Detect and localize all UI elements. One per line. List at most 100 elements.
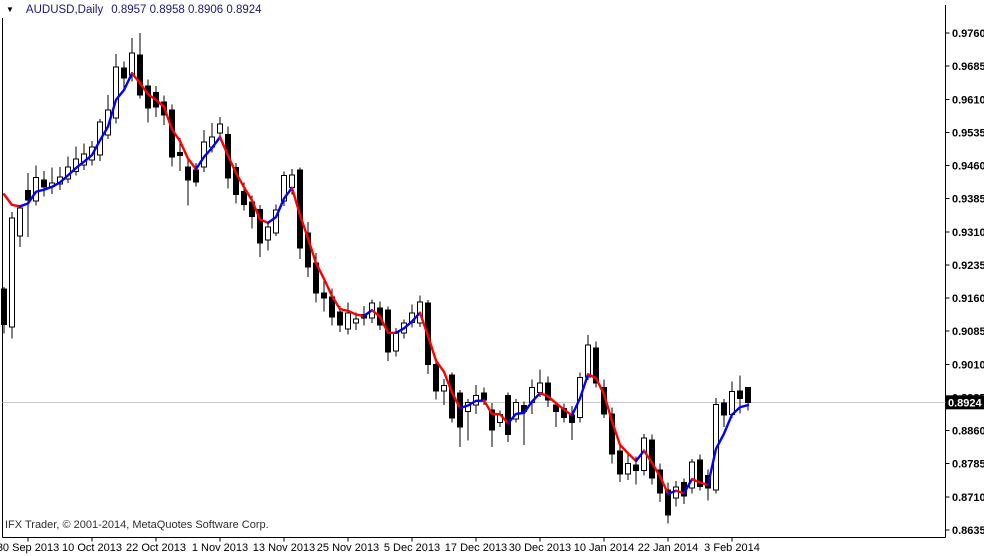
time-axis-label: 30 Dec 2013 bbox=[509, 542, 571, 554]
moving-average-line bbox=[634, 449, 646, 463]
candle-body-bull[interactable] bbox=[537, 382, 543, 394]
candle-body-bear[interactable] bbox=[193, 169, 199, 183]
time-axis-label: 5 Dec 2013 bbox=[384, 542, 440, 554]
candle-body-bear[interactable] bbox=[1, 288, 7, 326]
chart-dropdown-arrow-icon[interactable]: ▼ bbox=[6, 5, 14, 14]
candle-body-bear[interactable] bbox=[489, 409, 495, 431]
moving-average-line bbox=[586, 373, 638, 463]
candle-body-bull[interactable] bbox=[9, 217, 15, 328]
candle-body-bear[interactable] bbox=[241, 191, 247, 205]
candle-body-bear[interactable] bbox=[617, 450, 623, 475]
candle-body-bull[interactable] bbox=[217, 123, 223, 134]
time-axis-label: 3 Feb 2014 bbox=[704, 542, 760, 554]
candle-body-bear[interactable] bbox=[145, 85, 151, 109]
price-axis-label: 0.9685 bbox=[952, 61, 984, 73]
candle-body-bear[interactable] bbox=[337, 311, 343, 326]
candle-body-bear[interactable] bbox=[633, 464, 639, 471]
candle-body-bull[interactable] bbox=[393, 332, 399, 352]
candle-body-bull[interactable] bbox=[345, 312, 351, 330]
candle-body-bear[interactable] bbox=[305, 232, 311, 268]
candle-body-bear[interactable] bbox=[609, 413, 615, 455]
candle-body-bear[interactable] bbox=[721, 402, 727, 416]
candle-body-bull[interactable] bbox=[129, 52, 135, 76]
moving-average-line bbox=[130, 72, 198, 171]
time-axis-label: 22 Jan 2014 bbox=[638, 542, 699, 554]
moving-average-line bbox=[18, 72, 134, 208]
candle-body-bear[interactable] bbox=[457, 392, 463, 428]
candle-body-bull[interactable] bbox=[689, 461, 695, 489]
moving-average-line bbox=[418, 311, 462, 410]
moving-average-line bbox=[674, 489, 686, 495]
time-axis-label: 25 Nov 2013 bbox=[317, 542, 379, 554]
price-axis-label: 0.9385 bbox=[952, 194, 984, 206]
candle-body-bull[interactable] bbox=[513, 401, 519, 420]
moving-average-line bbox=[458, 399, 486, 410]
candle-body-bear[interactable] bbox=[665, 489, 671, 516]
candle-body-bull[interactable] bbox=[289, 174, 295, 189]
price-axis-label: 0.8635 bbox=[952, 525, 984, 537]
moving-average-line bbox=[690, 477, 710, 487]
moving-average-line bbox=[362, 308, 374, 318]
current-price-tag bbox=[946, 395, 984, 410]
candle-body-bull[interactable] bbox=[353, 318, 359, 324]
candle-body-bear[interactable] bbox=[177, 151, 183, 156]
candle-body-bull[interactable] bbox=[729, 390, 735, 415]
candle-body-bear[interactable] bbox=[697, 459, 703, 488]
candle-body-bear[interactable] bbox=[553, 404, 559, 413]
price-axis-label: 0.9535 bbox=[952, 127, 984, 139]
candle-body-bear[interactable] bbox=[737, 390, 743, 399]
moving-average-line bbox=[666, 489, 678, 495]
current-price-tag-value: 0.8924 bbox=[948, 397, 983, 409]
moving-average-line bbox=[706, 403, 750, 487]
time-axis-label: 30 Sep 2013 bbox=[0, 542, 59, 554]
candle-body-bear[interactable] bbox=[257, 209, 263, 244]
moving-average-line bbox=[570, 373, 590, 417]
candle-body-bear[interactable] bbox=[433, 363, 439, 392]
price-axis-label: 0.9010 bbox=[952, 359, 984, 371]
time-axis-label: 17 Dec 2013 bbox=[445, 542, 507, 554]
candle-body-bear[interactable] bbox=[121, 67, 127, 79]
candle-body-bull[interactable] bbox=[113, 66, 119, 119]
chart-symbol-period: AUDUSD,Daily bbox=[25, 4, 104, 16]
price-axis-label: 0.9610 bbox=[952, 94, 984, 106]
time-axis-label: 10 Jan 2014 bbox=[574, 542, 635, 554]
candle-body-bear[interactable] bbox=[233, 167, 239, 196]
candle-body-bear[interactable] bbox=[481, 392, 487, 401]
candle-body-bear[interactable] bbox=[41, 179, 47, 188]
price-axis-label: 0.8785 bbox=[952, 459, 984, 471]
candle-body-bull[interactable] bbox=[585, 344, 591, 378]
candle-body-bull[interactable] bbox=[265, 226, 271, 241]
candle-body-bear[interactable] bbox=[137, 54, 143, 96]
candle-body-bull[interactable] bbox=[17, 207, 23, 237]
candle-body-bear[interactable] bbox=[321, 292, 327, 299]
candle-body-bull[interactable] bbox=[33, 176, 39, 202]
moving-average-line bbox=[218, 135, 270, 225]
moving-average-line bbox=[538, 391, 574, 417]
chart-ohlc-values: 0.8957 0.8958 0.8906 0.8924 bbox=[111, 4, 262, 16]
moving-average-line bbox=[506, 391, 542, 425]
candle-body-bear[interactable] bbox=[745, 387, 751, 403]
moving-average-line bbox=[370, 308, 398, 334]
candle-body-bull[interactable] bbox=[625, 463, 631, 475]
candle-body-bear[interactable] bbox=[545, 382, 551, 401]
time-axis-label: 1 Nov 2013 bbox=[192, 542, 248, 554]
price-axis-label: 0.9460 bbox=[952, 161, 984, 173]
candle-body-bear[interactable] bbox=[593, 347, 599, 384]
candle-body-bull[interactable] bbox=[441, 385, 447, 392]
moving-average-line bbox=[2, 193, 22, 208]
moving-average-line bbox=[290, 186, 366, 318]
price-axis-label: 0.9310 bbox=[952, 227, 984, 239]
candle-body-bull[interactable] bbox=[273, 209, 279, 234]
candle-body-bear[interactable] bbox=[25, 189, 31, 201]
time-axis-label: 13 Nov 2013 bbox=[253, 542, 315, 554]
candle-body-bear[interactable] bbox=[505, 394, 511, 436]
moving-average-line bbox=[266, 186, 294, 225]
platform-credit-text: IFX Trader, © 2001-2014, MetaQuotes Soft… bbox=[5, 519, 269, 531]
price-axis-label: 0.8710 bbox=[952, 492, 984, 504]
price-axis-label: 0.9085 bbox=[952, 326, 984, 338]
chart-title-bar: ▼ AUDUSD,Daily 0.8957 0.8958 0.8906 0.89… bbox=[6, 4, 262, 16]
moving-average-line bbox=[394, 311, 422, 334]
candle-body-bear[interactable] bbox=[185, 166, 191, 181]
